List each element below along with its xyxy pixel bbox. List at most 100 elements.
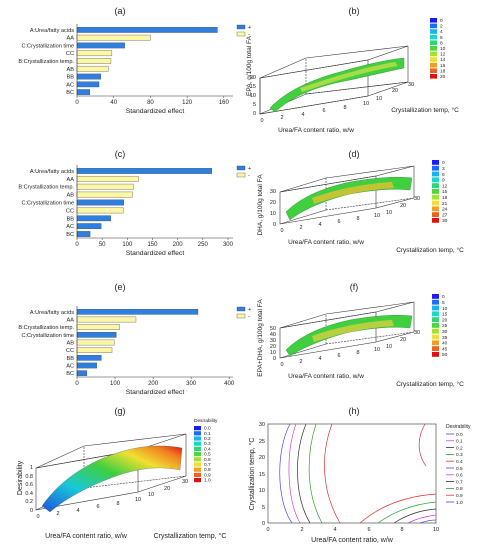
colorbar-label: 0 (440, 18, 443, 24)
surface-plot-f: EPA+DHA, g/100g total FA 0 10 20 30 40 5… (257, 294, 464, 388)
z-tick-b-2: 10 (250, 93, 256, 99)
z-tick-b-0: 0 (253, 111, 256, 117)
colorbar-label: 50 (442, 352, 448, 358)
legend-label-positive: + (248, 25, 251, 31)
effect-bar (76, 89, 91, 95)
z-tick-f-4: 40 (270, 332, 276, 338)
effect-bar (76, 34, 151, 41)
colorbar-label: 30 (442, 329, 448, 335)
x-tick-label: 0 (75, 381, 79, 387)
colorbar-label: 0.6 (204, 457, 211, 463)
effect-bar (76, 316, 137, 323)
x-tick-d-5: 10 (374, 213, 380, 219)
response-surface-d (285, 177, 413, 221)
y-tick-d-2: 30 (414, 196, 420, 202)
x-tick-h-5: 10 (433, 527, 439, 533)
colorbar-swatch (194, 467, 201, 472)
colorbar-label: 16 (440, 63, 446, 69)
effect-bar (76, 65, 109, 72)
z-tick-d-1: 10 (270, 211, 276, 217)
x-tick-g-3: 6 (96, 504, 99, 510)
colorbar-swatch (432, 311, 439, 317)
y-axis-label-d: Crystallization temp, °C (396, 246, 464, 254)
response-surface-b-ridge (300, 62, 398, 92)
colorbar-label: 12 (442, 183, 448, 189)
legend-label-negative: - (248, 173, 250, 179)
pareto-chart-a: A:Urea/fatty acids AAC:Crystallization ti… (18, 24, 251, 115)
z-axis-label-f: EPA+DHA, g/100g total FA (257, 299, 264, 377)
contour-line (279, 423, 293, 524)
colorbar-label: 25 (442, 323, 448, 329)
legend-swatch-positive (236, 165, 246, 171)
colorbar-label: 2 (440, 24, 443, 30)
colorbar-swatch (194, 446, 201, 451)
effect-bar (76, 191, 133, 198)
z-tick-f-3: 30 (270, 338, 276, 344)
x-tick-h-3: 6 (367, 527, 370, 533)
category-label: AC (66, 224, 74, 230)
colorbar-swatch (432, 294, 439, 299)
colorbar-swatch (194, 478, 201, 483)
panel-label-g: (g) (115, 406, 126, 416)
effect-bar (76, 309, 199, 315)
effect-bar (76, 324, 120, 330)
colorbar-label: 12 (440, 52, 446, 58)
colorbar-label: 0.7 (204, 462, 211, 468)
y-tick-h-2: 10 (259, 488, 265, 494)
legend-swatch-positive (236, 306, 246, 312)
colorbar-label: 0.3 (204, 441, 211, 447)
x-tick-g-4: 8 (116, 501, 119, 507)
colorbar-swatch (194, 472, 201, 477)
x-tick-label: 40 (110, 100, 117, 106)
plot-box-b (259, 45, 409, 115)
x-tick-label: 160 (219, 100, 230, 106)
colorbar-swatch (432, 212, 439, 217)
effect-bar (76, 362, 97, 369)
x-tick-label: 0 (75, 242, 79, 248)
colorbar-swatch (432, 317, 439, 322)
panel-label-a: (a) (115, 6, 126, 16)
y-tick-d-1: 20 (400, 203, 406, 209)
colorbar-swatch (430, 34, 437, 40)
contour-lines-h (279, 423, 437, 524)
category-label: AA (67, 177, 75, 183)
colorbar-swatch (194, 436, 201, 441)
category-label: BB (67, 216, 75, 222)
x-tick-f-1: 2 (299, 359, 302, 365)
y-tick-h-0: 0 (262, 521, 265, 527)
category-label: CC (66, 348, 74, 354)
x-tick-d-3: 6 (337, 219, 340, 225)
pareto-chart-e: A:Urea/fatty acids AAB:Crystallization te… (18, 306, 251, 396)
category-label: A:Urea/fatty acids (30, 169, 74, 175)
y-axis-label-h: Crystallization temp, °C (248, 438, 256, 511)
colorbar-label: 20 (442, 317, 448, 323)
category-label: AA (67, 318, 75, 324)
colorbar-swatch (432, 218, 439, 223)
colorbar-label: 0.9 (204, 472, 211, 478)
contour-line (308, 423, 323, 524)
x-axis-title: Standardized effect (126, 250, 185, 257)
legend-level-label: 0.8 (456, 486, 463, 492)
x-tick-label: 50 (99, 242, 106, 248)
colorbar-label: 21 (442, 201, 448, 207)
colorbar-swatch (430, 57, 437, 62)
colorbar-swatch (430, 68, 437, 73)
category-label: AB (67, 341, 75, 347)
colorbar-label: 0 (442, 294, 445, 300)
category-label: A:Urea/fatty acids (30, 310, 74, 316)
category-label: CC (66, 51, 74, 57)
y-tick-b-0: 10 (376, 96, 382, 102)
legend-swatch-negative (236, 31, 246, 37)
z-tick-d-3: 30 (270, 189, 276, 195)
z-tick-d-2: 20 (270, 200, 276, 206)
effect-bar (76, 42, 125, 49)
panel-label-d: (d) (349, 149, 360, 159)
legend-level-label: 0.4 (456, 459, 463, 465)
colorbar-swatch (430, 23, 437, 29)
category-label: BC (66, 371, 74, 377)
legend-label-negative: - (248, 32, 250, 38)
z-tick-f-0: 0 (273, 356, 276, 362)
legend-level-label: 0.9 (456, 493, 463, 499)
effect-bar (76, 370, 88, 376)
